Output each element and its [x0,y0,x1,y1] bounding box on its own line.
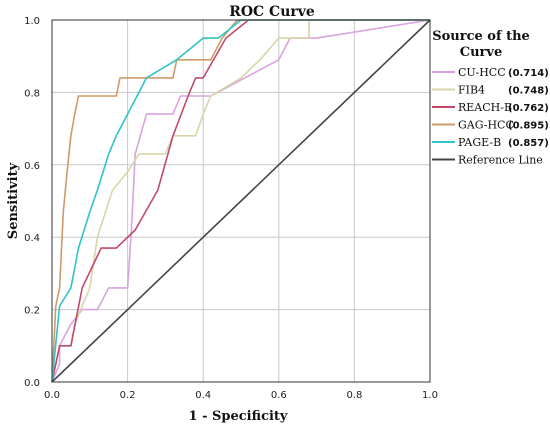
legend-label-fib4: FIB4 [458,84,485,97]
y-tick-label: 0.6 [24,161,40,172]
x-tick-label: 0.8 [346,390,362,401]
plot-frame [51,19,431,383]
series-line-reference-line [51,19,431,383]
legend-auc-fib4: (0.748) [508,86,549,97]
legend: Source of the Curve CU-HCC (0.714) FIB4 (0.… [432,29,549,167]
chart-title: ROC Curve [229,4,315,20]
y-tick-label: 0.0 [24,378,40,389]
series-lines [51,19,431,383]
legend-auc-cu-hcc: (0.714) [508,68,549,79]
x-tick-label: 0.6 [271,390,287,401]
y-axis-label: Sensitivity [6,162,21,239]
legend-auc-gag-hcc: (0.895) [508,121,549,132]
tick-labels: 0.0 0.2 0.4 0.6 0.8 1.0 0.0 0.2 0.4 0.6 0.8 1.0 [24,16,438,401]
x-tick-label: 0.0 [44,390,60,401]
legend-title-line2: Curve [460,45,502,60]
y-tick-label: 0.8 [24,88,40,99]
legend-label-page-b: PAGE-B [458,136,501,149]
series-line-gag-hcc [51,19,430,383]
legend-auc-page-b: (0.857) [508,138,549,149]
x-tick-label: 1.0 [422,390,438,401]
y-tick-label: 0.2 [24,306,40,317]
x-tick-label: 0.4 [195,390,211,401]
legend-label-reference-line: Reference Line [458,154,543,167]
legend-auc-reach-b: (0.762) [508,103,549,114]
x-axis-label: 1 - Specificity [189,409,288,424]
legend-label-reach-b: REACH-B [458,101,512,114]
grid [52,20,430,382]
legend-label-gag-hcc: GAG-HCC [458,119,514,132]
legend-label-cu-hcc: CU-HCC [458,66,506,79]
legend-title-line1: Source of the [432,29,530,44]
x-tick-label: 0.2 [120,390,136,401]
series-line-cu-hcc [51,19,431,383]
series-line-reach-b [51,19,430,383]
y-tick-label: 1.0 [24,16,40,27]
series-line-page-b [51,19,430,383]
y-tick-label: 0.4 [24,233,40,244]
